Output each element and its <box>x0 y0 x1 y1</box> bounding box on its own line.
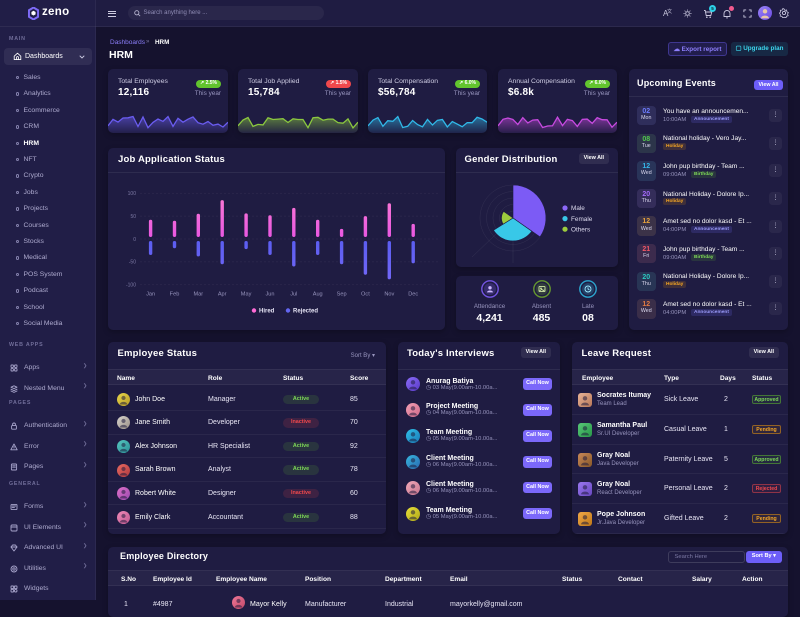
svg-text:-50: -50 <box>129 260 136 266</box>
svg-text:Feb: Feb <box>170 292 180 298</box>
svg-text:Sep: Sep <box>337 292 347 298</box>
svg-text:A: A <box>663 9 669 18</box>
svg-text:50: 50 <box>130 214 136 220</box>
svg-text:Nov: Nov <box>384 292 394 298</box>
svg-text:Jun: Jun <box>265 292 274 298</box>
svg-text:May: May <box>241 292 252 298</box>
svg-text:100: 100 <box>128 191 137 197</box>
svg-text:Male: Male <box>571 205 585 212</box>
svg-text:-100: -100 <box>126 283 136 289</box>
svg-text:0: 0 <box>133 237 136 243</box>
svg-text:Others: Others <box>571 226 590 233</box>
svg-text:Jan: Jan <box>146 292 155 298</box>
svg-text:Hired: Hired <box>259 309 275 315</box>
svg-text:Dec: Dec <box>408 292 418 298</box>
svg-text:Female: Female <box>571 216 593 223</box>
svg-text:Oct: Oct <box>361 292 370 298</box>
svg-text:文: 文 <box>667 8 672 15</box>
svg-text:Aug: Aug <box>313 292 323 298</box>
svg-text:Mar: Mar <box>193 292 203 298</box>
svg-text:Rejected: Rejected <box>293 309 318 315</box>
svg-text:Apr: Apr <box>218 292 227 298</box>
svg-text:Jul: Jul <box>290 292 297 298</box>
